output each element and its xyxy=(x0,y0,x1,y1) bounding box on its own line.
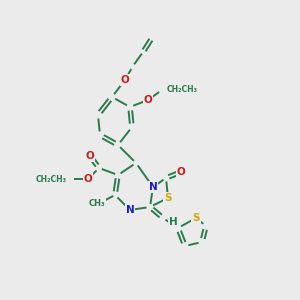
Text: CH₂CH₃: CH₂CH₃ xyxy=(167,85,198,94)
Text: O: O xyxy=(84,174,92,184)
Text: S: S xyxy=(164,193,172,203)
Text: CH₃: CH₃ xyxy=(89,200,105,208)
Text: CH₂CH₃: CH₂CH₃ xyxy=(36,175,67,184)
Text: N: N xyxy=(126,205,134,215)
Text: H: H xyxy=(169,217,177,227)
Text: O: O xyxy=(85,151,94,161)
Text: O: O xyxy=(177,167,185,177)
Text: O: O xyxy=(144,95,152,105)
Text: S: S xyxy=(192,213,200,223)
Text: O: O xyxy=(121,75,129,85)
Text: N: N xyxy=(148,182,158,192)
